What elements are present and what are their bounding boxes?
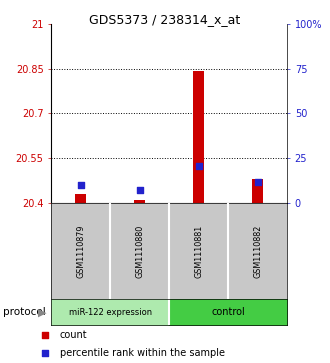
Bar [75,194,86,203]
Text: GSM1110881: GSM1110881 [194,225,203,278]
Point [137,188,142,193]
Point [42,350,48,355]
Bar [193,71,204,203]
Text: GSM1110879: GSM1110879 [76,225,85,278]
Bar [134,200,145,203]
Text: GSM1110882: GSM1110882 [253,225,262,278]
Text: control: control [211,307,245,317]
Text: count: count [60,330,87,340]
Point [255,179,260,185]
Point [78,182,83,188]
Bar [252,179,263,203]
Text: percentile rank within the sample: percentile rank within the sample [60,348,225,358]
Text: ▶: ▶ [38,307,47,317]
Text: protocol: protocol [3,307,46,317]
Text: GDS5373 / 238314_x_at: GDS5373 / 238314_x_at [89,13,241,26]
Point [42,333,48,338]
Text: GSM1110880: GSM1110880 [135,225,144,278]
Point [196,163,201,169]
Text: miR-122 expression: miR-122 expression [69,308,152,317]
